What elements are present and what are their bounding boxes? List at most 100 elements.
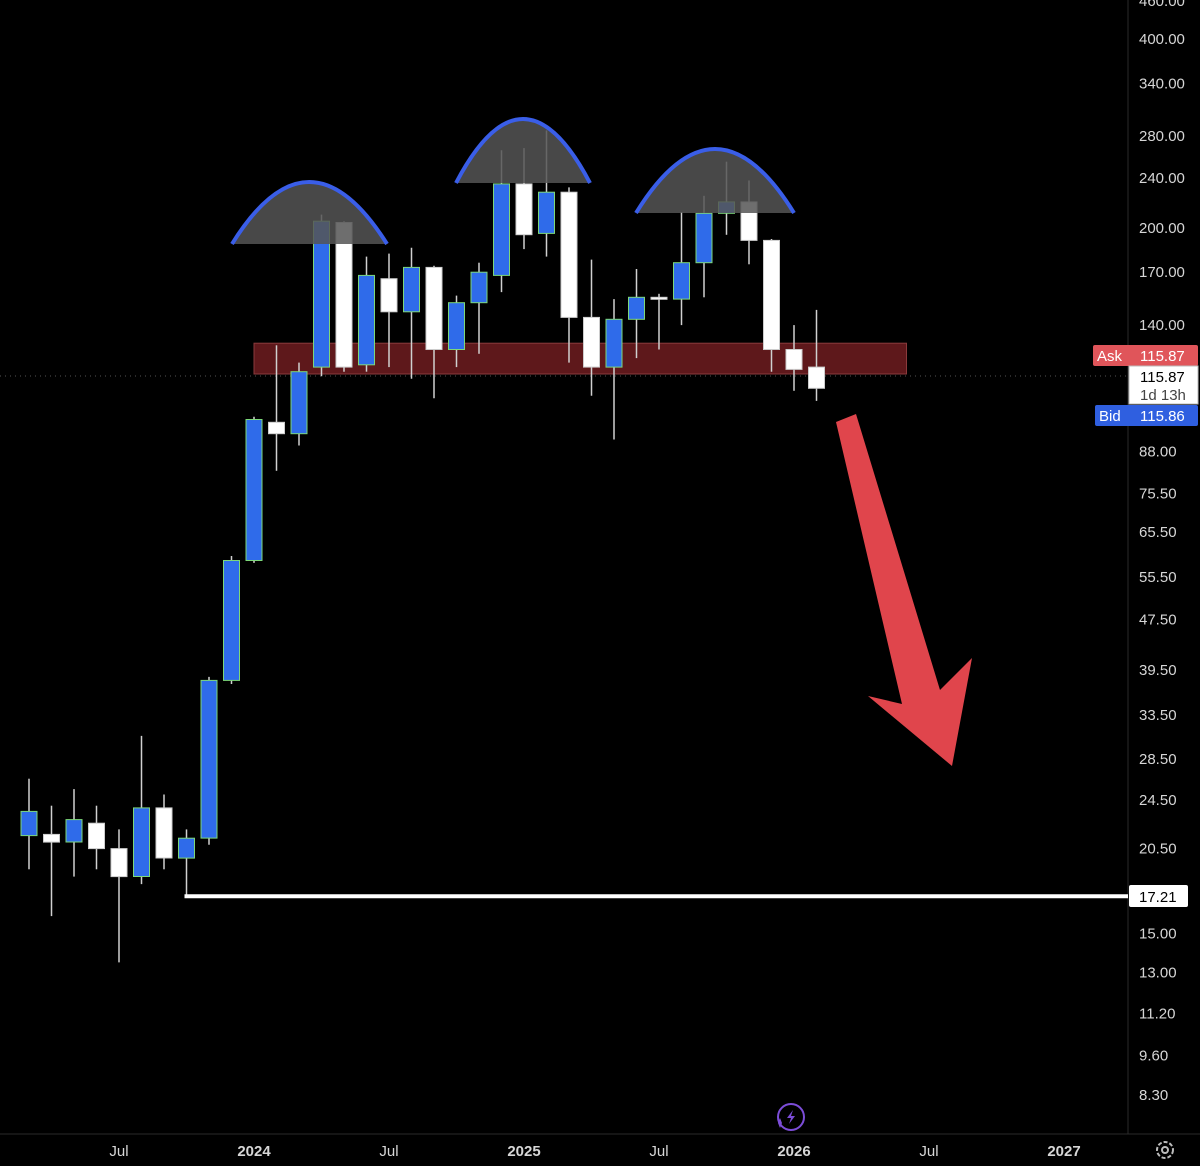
candle[interactable] bbox=[425, 265, 443, 399]
candle[interactable] bbox=[268, 345, 285, 471]
ask-label: Ask bbox=[1097, 348, 1123, 365]
candle[interactable] bbox=[65, 789, 83, 877]
candle-body bbox=[358, 274, 375, 366]
candle-body bbox=[43, 833, 60, 843]
candle[interactable] bbox=[448, 295, 465, 368]
candle[interactable] bbox=[358, 256, 375, 372]
candle-body bbox=[110, 848, 128, 878]
candle[interactable] bbox=[695, 195, 713, 298]
support-value: 17.21 bbox=[1139, 889, 1177, 906]
candle[interactable] bbox=[88, 805, 105, 870]
x-tick-label: Jul bbox=[379, 1143, 398, 1160]
y-tick-label: 340.00 bbox=[1139, 75, 1185, 92]
candle[interactable] bbox=[470, 262, 488, 354]
last-price-value: 115.87 bbox=[1140, 369, 1185, 386]
price-axis[interactable]: 460.00 400.00 340.00 280.00 240.00 200.00 170.… bbox=[1127, 0, 1185, 1134]
last-price-tag: 115.87 1d 13h bbox=[1128, 365, 1199, 405]
candle-body bbox=[88, 822, 105, 850]
candle-body bbox=[650, 296, 668, 300]
x-tick-label: Jul bbox=[919, 1143, 938, 1160]
candle[interactable] bbox=[583, 259, 600, 396]
candle[interactable] bbox=[133, 735, 150, 885]
candle-body bbox=[268, 421, 285, 435]
candle[interactable] bbox=[200, 676, 218, 845]
time-axis[interactable]: 3Jul2024Jul2025Jul2026Jul2027 bbox=[0, 1133, 1200, 1160]
x-tick-label: 2024 bbox=[237, 1143, 271, 1160]
candle-body bbox=[470, 271, 488, 304]
y-tick-label: 39.50 bbox=[1139, 662, 1177, 679]
candle-body bbox=[493, 183, 510, 276]
candle[interactable] bbox=[43, 805, 60, 917]
candle-body bbox=[673, 262, 690, 300]
candle[interactable] bbox=[650, 293, 668, 350]
candle[interactable] bbox=[808, 309, 825, 401]
sparkle-bolt-icon[interactable] bbox=[777, 1103, 805, 1131]
bid-tag: Bid 115.86 bbox=[1095, 405, 1198, 426]
candle-body bbox=[560, 191, 578, 318]
candle[interactable] bbox=[223, 556, 240, 684]
candle[interactable] bbox=[110, 829, 128, 963]
candle-body bbox=[605, 318, 623, 368]
y-tick-label: 47.50 bbox=[1139, 612, 1177, 629]
candle[interactable] bbox=[403, 247, 420, 379]
y-tick-label: 460.00 bbox=[1139, 0, 1185, 10]
y-tick-label: 88.00 bbox=[1139, 444, 1177, 461]
bid-value: 115.86 bbox=[1140, 408, 1185, 425]
y-tick-label: 170.00 bbox=[1139, 264, 1185, 281]
candle[interactable] bbox=[20, 778, 38, 870]
candle-body bbox=[538, 191, 555, 234]
support-tag: 17.21 bbox=[1129, 885, 1188, 907]
candle[interactable] bbox=[673, 212, 690, 326]
y-tick-label: 11.20 bbox=[1139, 1005, 1175, 1022]
candle[interactable] bbox=[155, 794, 173, 870]
candles-group bbox=[20, 130, 825, 963]
candle[interactable] bbox=[178, 829, 195, 897]
candle[interactable] bbox=[763, 239, 780, 372]
candle-body bbox=[290, 371, 308, 435]
x-tick-label: 2026 bbox=[777, 1143, 810, 1160]
candle-body bbox=[808, 366, 825, 389]
candle-body bbox=[380, 278, 398, 313]
y-tick-label: 55.50 bbox=[1139, 569, 1177, 586]
y-tick-label: 13.00 bbox=[1139, 965, 1177, 982]
y-tick-label: 20.50 bbox=[1139, 841, 1177, 858]
candle-body bbox=[785, 349, 803, 370]
y-tick-label: 65.50 bbox=[1139, 524, 1177, 541]
candle-body bbox=[425, 266, 443, 350]
candle-body bbox=[65, 819, 83, 843]
candle[interactable] bbox=[560, 187, 578, 363]
y-tick-label: 240.00 bbox=[1139, 170, 1185, 187]
gear-icon[interactable] bbox=[1156, 1141, 1174, 1159]
y-tick-label: 33.50 bbox=[1139, 707, 1177, 724]
candle-body bbox=[200, 679, 218, 839]
y-tick-label: 140.00 bbox=[1139, 317, 1185, 334]
y-tick-label: 28.50 bbox=[1139, 751, 1177, 768]
candle-body bbox=[178, 837, 195, 859]
candle[interactable] bbox=[605, 299, 623, 440]
candle[interactable] bbox=[290, 362, 308, 446]
y-tick-label: 280.00 bbox=[1139, 128, 1185, 145]
y-tick-label: 200.00 bbox=[1139, 220, 1185, 237]
candle-body bbox=[515, 183, 533, 236]
head-arc-outline bbox=[454, 117, 592, 184]
x-tick-label: 2027 bbox=[1047, 1143, 1080, 1160]
candle-body bbox=[695, 212, 713, 264]
y-tick-label: 8.30 bbox=[1139, 1087, 1168, 1104]
ask-tag: Ask 115.87 bbox=[1093, 345, 1198, 366]
y-tick-label: 15.00 bbox=[1139, 926, 1177, 943]
right-shoulder-arc-outline bbox=[634, 147, 796, 215]
bid-label: Bid bbox=[1099, 408, 1121, 425]
ask-value: 115.87 bbox=[1140, 348, 1185, 365]
x-tick-label: 2025 bbox=[507, 1143, 540, 1160]
x-tick-label: Jul bbox=[109, 1143, 128, 1160]
candle[interactable] bbox=[628, 269, 645, 359]
y-tick-label: 24.50 bbox=[1139, 792, 1177, 809]
candle-body bbox=[155, 807, 173, 859]
candle-body bbox=[223, 560, 240, 681]
candle[interactable] bbox=[245, 416, 263, 563]
candle-body bbox=[583, 316, 600, 368]
candle[interactable] bbox=[380, 253, 398, 368]
bar-countdown: 1d 13h bbox=[1140, 387, 1186, 404]
candle[interactable] bbox=[785, 325, 803, 391]
